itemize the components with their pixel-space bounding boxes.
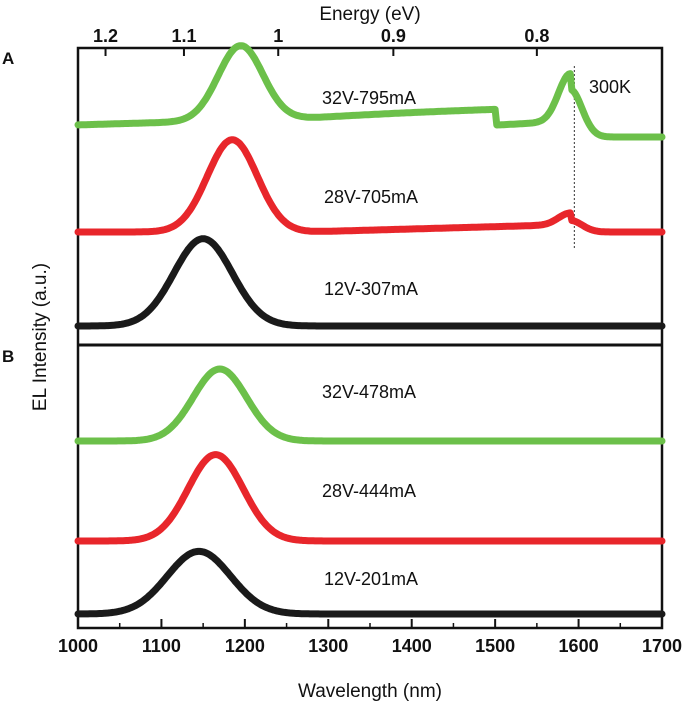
x-tick-label-1600: 1600	[559, 636, 599, 656]
x-tick-label-1100: 1100	[142, 636, 181, 656]
panel-letter-a: A	[2, 49, 14, 68]
trace-label-28v-444ma: 28V-444mA	[322, 481, 416, 501]
x-tick-label-1000: 1000	[58, 636, 98, 656]
trace-label-32v-795ma: 32V-795mA	[322, 88, 416, 108]
energy-tick-label-0.8: 0.8	[524, 26, 549, 46]
series-line-12v-307ma	[74, 235, 666, 330]
x-tick-label-1500: 1500	[475, 636, 515, 656]
energy-tick-label-1.2: 1.2	[93, 26, 118, 46]
top-axis-title: Energy (eV)	[319, 4, 420, 25]
trace-label-12v-201ma: 12V-201mA	[324, 569, 418, 589]
energy-tick-label-1: 1	[273, 26, 283, 46]
temperature-annotation: 300K	[589, 77, 631, 97]
series-line-28v-444ma	[74, 451, 666, 545]
panel-letter-b: B	[2, 347, 14, 366]
series-line-32v-478ma	[74, 365, 666, 445]
trace-label-28v-705ma: 28V-705mA	[324, 187, 418, 207]
trace-label-32v-478ma: 32V-478mA	[322, 382, 416, 402]
series-line-12v-201ma	[74, 547, 666, 618]
x-axis-title: Wavelength (nm)	[298, 681, 442, 702]
series-line-32v-795ma	[74, 42, 666, 141]
x-tick-label-1300: 1300	[308, 636, 348, 656]
x-tick-label-1700: 1700	[642, 636, 682, 656]
y-axis-title: EL Intensity (a.u.)	[30, 263, 51, 411]
x-tick-label-1400: 1400	[392, 636, 432, 656]
x-tick-label-1200: 1200	[225, 636, 265, 656]
energy-tick-label-1.1: 1.1	[171, 26, 196, 46]
energy-tick-label-0.9: 0.9	[381, 26, 406, 46]
trace-label-12v-307ma: 12V-307mA	[324, 279, 418, 299]
series-line-28v-705ma	[74, 136, 666, 236]
